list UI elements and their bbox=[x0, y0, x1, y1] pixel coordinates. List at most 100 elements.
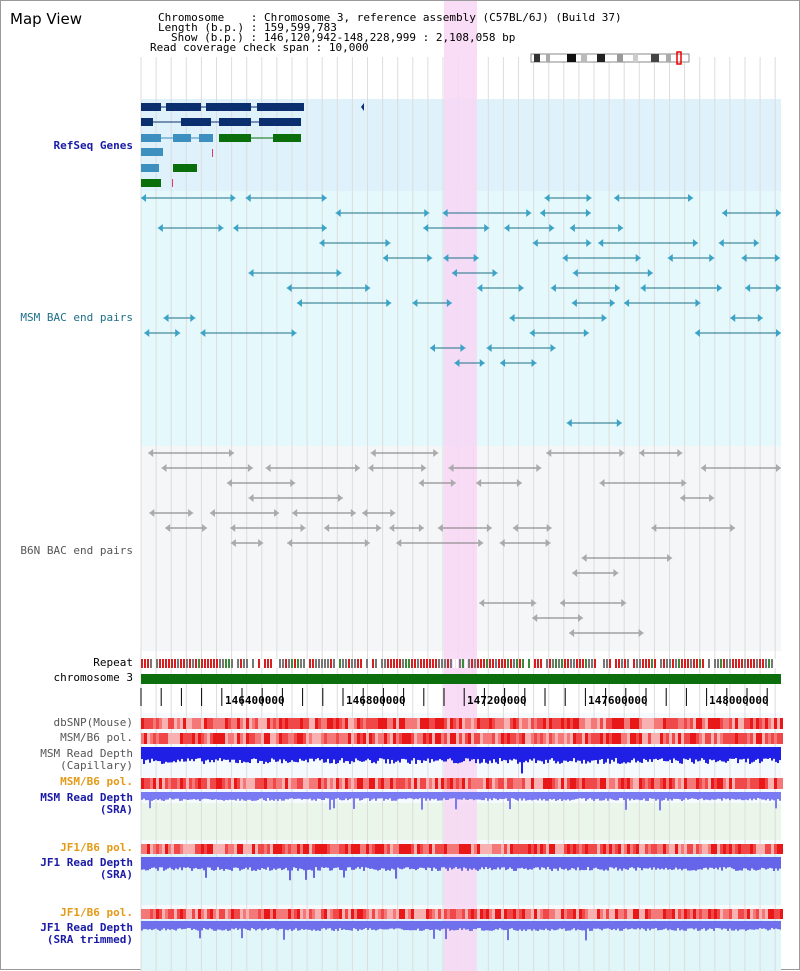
msm-pol2-track-mark bbox=[270, 778, 273, 789]
jf1-pol1-track-mark bbox=[384, 844, 387, 854]
dbsnp-track-mark bbox=[282, 718, 285, 729]
msm-depth-cap-bar bbox=[587, 747, 589, 762]
jf1-depth-bar bbox=[481, 857, 483, 868]
dbsnp-track-mark bbox=[153, 718, 156, 729]
msm-pol2-track-mark bbox=[459, 778, 462, 789]
jf1-depth-bar bbox=[609, 857, 611, 868]
msm-pol2-track-mark bbox=[531, 778, 534, 789]
track-label-refseq[interactable]: RefSeq Genes bbox=[53, 139, 133, 152]
repeat-mark bbox=[174, 659, 176, 668]
jf1-pol1-track-mark bbox=[291, 844, 294, 854]
msm-depth-cap-bar bbox=[677, 747, 679, 761]
msm-pol2-track-mark bbox=[747, 778, 750, 789]
dbsnp-track-mark bbox=[483, 718, 486, 729]
jf1-depth-bar bbox=[315, 857, 317, 868]
msm-bac-pair-end bbox=[486, 344, 492, 352]
jf1-depth-bar bbox=[549, 857, 551, 870]
repeat-mark bbox=[594, 659, 596, 668]
dbsnp-track-mark bbox=[429, 718, 432, 729]
dbsnp-track-mark bbox=[777, 718, 780, 729]
jf1-depth-bar bbox=[593, 857, 595, 869]
jf1-pol1-track-mark bbox=[429, 844, 432, 854]
jf1-depth-bar bbox=[265, 857, 267, 870]
jf1-depth-trim-bar bbox=[761, 921, 763, 929]
b6n-bac-pair-end bbox=[651, 524, 657, 532]
jf1-depth-trim-bar bbox=[235, 921, 237, 929]
jf1-pol2-track-mark bbox=[183, 909, 186, 919]
msm-pol2-track-mark bbox=[339, 778, 342, 789]
jf1-pol2-track-mark bbox=[279, 909, 282, 919]
repeat-mark bbox=[237, 659, 239, 668]
msm-pol1-track-mark bbox=[681, 733, 684, 744]
jf1-pol2-track-mark bbox=[705, 909, 708, 919]
msm-pol2-track-mark bbox=[435, 778, 438, 789]
jf1-depth-bar bbox=[295, 857, 297, 869]
jf1-pol2-track-mark bbox=[423, 909, 426, 919]
repeat-mark bbox=[561, 659, 563, 668]
jf1-pol1-track-mark bbox=[432, 844, 435, 854]
repeat-mark bbox=[558, 659, 560, 668]
track-label-b6n-bac[interactable]: B6N BAC end pairs bbox=[20, 544, 133, 557]
msm-pol1-track-mark bbox=[276, 733, 279, 744]
jf1-pol2-track-mark bbox=[432, 909, 435, 919]
msm-depth-sra-bar bbox=[497, 792, 499, 801]
jf1-pol2-track-mark bbox=[369, 909, 372, 919]
jf1-depth-bar bbox=[663, 857, 665, 870]
jf1-depth-trim-bar bbox=[743, 921, 745, 930]
dbsnp-track-mark bbox=[762, 718, 765, 729]
jf1-depth-bar bbox=[325, 857, 327, 868]
msm-pol1-track-mark bbox=[594, 733, 597, 744]
jf1-depth-trim-bar bbox=[579, 921, 581, 930]
repeat-mark bbox=[762, 659, 764, 668]
jf1-depth-bar bbox=[379, 857, 381, 870]
msm-depth-sra-bar bbox=[531, 792, 533, 801]
track-label-msm-bac[interactable]: MSM BAC end pairs bbox=[20, 311, 133, 324]
msm-depth-cap-bar bbox=[367, 747, 369, 759]
msm-pol1-track-mark bbox=[777, 733, 780, 744]
msm-depth-cap-bar bbox=[719, 747, 721, 761]
msm-depth-cap-bar bbox=[359, 747, 361, 762]
jf1-depth-bar bbox=[417, 857, 419, 870]
jf1-depth-bar bbox=[743, 857, 745, 869]
msm-bac-pair-end bbox=[716, 284, 722, 292]
msm-depth-cap-bar bbox=[723, 747, 725, 762]
dbsnp-track-mark bbox=[459, 718, 462, 729]
jf1-depth-trim-bar bbox=[531, 921, 533, 931]
jf1-depth-bar bbox=[351, 857, 353, 870]
refseq-gene-exon bbox=[273, 134, 301, 142]
msm-depth-sra-bar bbox=[645, 792, 647, 801]
msm-pol1-track-mark bbox=[606, 733, 609, 744]
b6n-bac-pair-end bbox=[437, 524, 443, 532]
jf1-depth-bar bbox=[219, 857, 221, 870]
msm-pol1-track-mark bbox=[663, 733, 666, 744]
jf1-depth-trim-bar bbox=[443, 921, 445, 929]
msm-bac-pair-end bbox=[640, 284, 646, 292]
msm-depth-cap-bar bbox=[743, 747, 745, 759]
msm-bac-pair-end bbox=[730, 314, 736, 322]
msm-bac-pair-end bbox=[442, 209, 448, 217]
msm-pol1-track-mark bbox=[627, 733, 630, 744]
msm-depth-sra-bar bbox=[615, 792, 617, 801]
msm-pol2-track-mark bbox=[639, 778, 642, 789]
msm-bac-pair-end bbox=[296, 299, 302, 307]
dbsnp-track-mark bbox=[309, 718, 312, 729]
jf1-pol1-track-mark bbox=[399, 844, 402, 854]
jf1-depth-bar bbox=[263, 857, 265, 869]
jf1-pol2-track-mark bbox=[603, 909, 606, 919]
msm-pol2-track-mark bbox=[213, 778, 216, 789]
jf1-depth-trim-bar bbox=[655, 921, 657, 929]
msm-depth-cap-bar bbox=[527, 747, 529, 763]
jf1-depth-bar bbox=[297, 857, 299, 871]
msm-pol2-track-mark bbox=[654, 778, 657, 789]
repeat-mark bbox=[747, 659, 749, 668]
msm-pol2-track-mark bbox=[669, 778, 672, 789]
msm-pol2-track-mark bbox=[363, 778, 366, 789]
jf1-pol1-track-mark bbox=[183, 844, 186, 854]
repeat-mark bbox=[564, 659, 566, 668]
track-label-msm-depth-sra2: (SRA) bbox=[99, 803, 133, 816]
jf1-depth-trim-bar bbox=[585, 921, 587, 941]
msm-depth-cap-bar bbox=[453, 747, 455, 764]
msm-pol1-track-mark bbox=[531, 733, 534, 744]
msm-depth-cap-bar bbox=[739, 747, 741, 760]
